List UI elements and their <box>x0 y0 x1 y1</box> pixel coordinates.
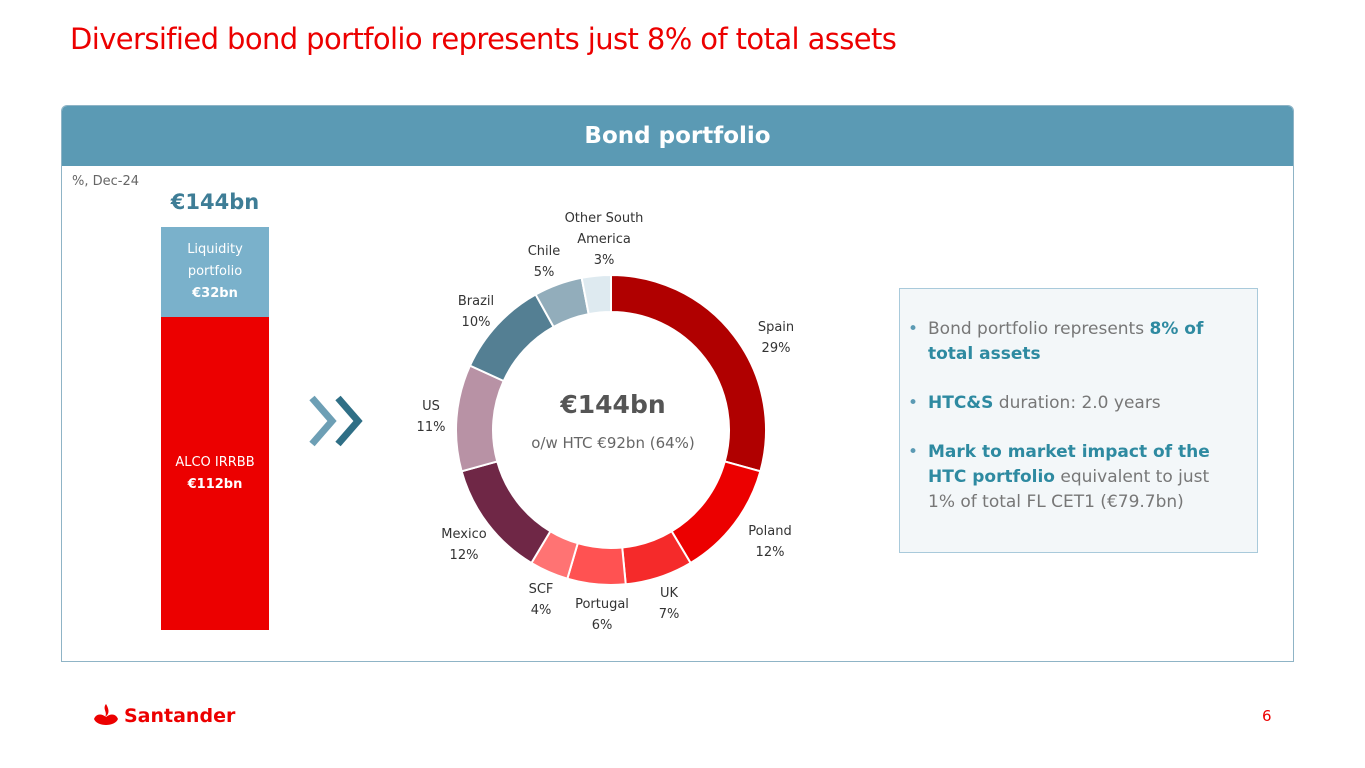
panel-header: Bond portfolio <box>62 106 1293 166</box>
slice-label-value: 12% <box>755 545 785 560</box>
slice-label-value: 4% <box>530 603 552 618</box>
slice-label-portugal: Portugal 6% <box>542 594 662 636</box>
slice-label-mexico: Mexico 12% <box>404 524 524 566</box>
slice-label-value: 12% <box>449 548 479 563</box>
bullet-highlight: Mark to market impact of the HTC portfol… <box>928 442 1210 487</box>
bullet-text: duration: 2.0 years <box>993 393 1161 413</box>
slide-title: Diversified bond portfolio represents ju… <box>70 22 897 56</box>
slice-label-name: Portugal <box>575 597 629 612</box>
santander-logo: Santander <box>92 703 235 729</box>
bar-segment-value: €32bn <box>192 286 238 301</box>
slice-label-name: Brazil <box>457 294 495 309</box>
slice-label-name: Spain <box>757 320 795 335</box>
slice-label-name: US <box>422 399 440 414</box>
slice-label-other-south-america: Other South America 3% <box>544 208 664 271</box>
slice-label-name: Mexico <box>441 527 487 542</box>
bullet-dot: • <box>908 442 919 462</box>
page-number: 6 <box>1262 707 1272 725</box>
info-bullet: • HTC&S duration: 2.0 years <box>908 391 1239 416</box>
bar-segment-value: €112bn <box>187 476 243 492</box>
bar-segment-alco: ALCO IRRBB €112bn <box>161 317 269 630</box>
slice-label-name: Poland <box>748 524 792 539</box>
chart-center-value: €144bn <box>560 390 666 419</box>
bar-segment-liquidity: Liquidity portfolio €32bn <box>161 227 269 317</box>
brand-name: Santander <box>124 705 236 727</box>
bullet-highlight: 8% of total assets <box>928 319 1204 364</box>
chart-center-subtitle: o/w HTC €92bn (64%) <box>531 434 695 452</box>
santander-flame-icon <box>94 704 118 725</box>
double-chevron-right-icon <box>309 395 363 447</box>
slice-label-value: 5% <box>533 265 555 280</box>
bar-segment-label: ALCO IRRBB <box>175 454 255 470</box>
slice-label-spain: Spain 29% <box>716 317 836 359</box>
info-box: • Bond portfolio represents 8% of total … <box>899 288 1258 553</box>
bullet-text: equivalent to just 1% of total FL CET1 (… <box>928 467 1210 512</box>
slice-label-name: America <box>577 232 631 247</box>
info-bullet: • Mark to market impact of the HTC portf… <box>908 440 1239 515</box>
slice-label-poland: Poland 12% <box>710 521 830 563</box>
slice-label-name: Other South <box>564 211 644 226</box>
slice-label-value: 6% <box>591 618 613 633</box>
slice-label-uk: UK 7% <box>609 583 729 625</box>
slice-label-value: 3% <box>593 253 615 268</box>
bar-segment-label: portfolio <box>187 264 243 279</box>
slice-label-name: UK <box>659 586 679 601</box>
info-bullet: • Bond portfolio represents 8% of total … <box>908 317 1239 367</box>
slice-label-value: 7% <box>658 607 680 622</box>
slice-label-us: US 11% <box>371 396 491 438</box>
slice-label-scf: SCF 4% <box>481 579 601 621</box>
bullet-dot: • <box>908 393 919 413</box>
slice-label-value: 11% <box>416 420 446 435</box>
unit-note: %, Dec-24 <box>72 174 140 189</box>
slice-label-name: SCF <box>528 582 554 597</box>
slice-label-value: 10% <box>461 315 491 330</box>
bar-segment-label: Liquidity <box>187 242 243 257</box>
bullet-dot: • <box>908 319 919 339</box>
slice-label-brazil: Brazil 10% <box>416 291 536 333</box>
panel-header-title: Bond portfolio <box>584 123 771 149</box>
bar-total-value: €144bn <box>170 190 260 214</box>
donut-slice-other-south-america <box>580 273 612 316</box>
slice-label-name: Chile <box>527 244 561 259</box>
bullet-highlight: HTC&S <box>928 393 994 413</box>
slice-label-value: 29% <box>761 341 791 356</box>
bullet-text: Bond portfolio represents <box>928 319 1150 339</box>
slice-label-chile: Chile 5% <box>484 241 604 283</box>
